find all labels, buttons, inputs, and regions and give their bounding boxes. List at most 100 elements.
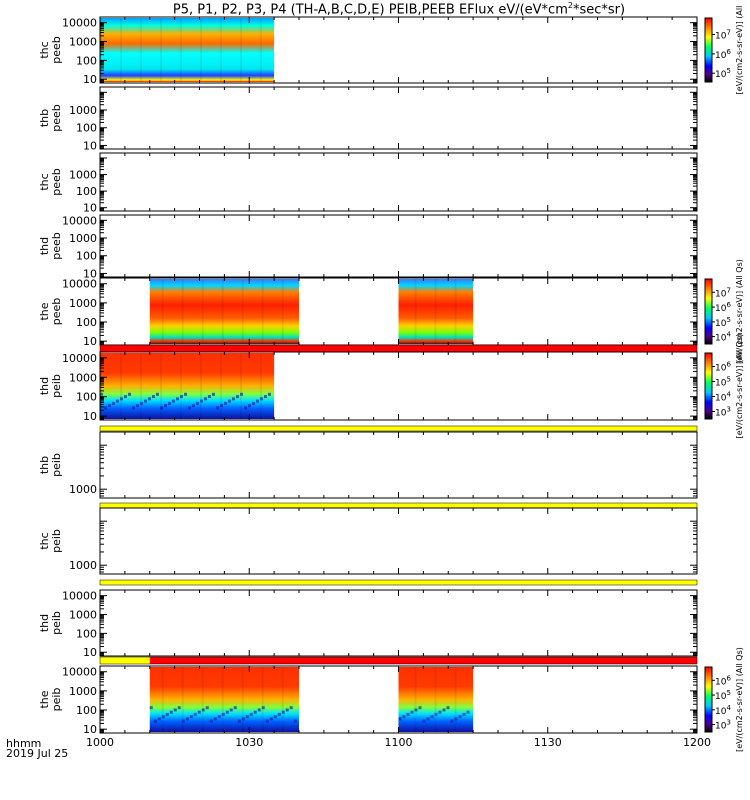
spectrogram-speckle [248, 404, 251, 408]
spectrogram-speckle [260, 397, 263, 401]
spectrogram-speckle [273, 715, 277, 719]
spectrogram-speckle [156, 392, 159, 396]
spectrogram-texture [281, 667, 284, 732]
y-tick-label: 1000 [69, 609, 97, 622]
colorbar-title: [eV/(cm2-s-sr-eV)] (All [735, 6, 744, 95]
spectrogram-texture [200, 353, 202, 419]
spectrogram-texture [414, 279, 417, 344]
spectrogram-texture [100, 353, 102, 419]
spectrogram-speckle [257, 708, 261, 712]
spectrogram-speckle [398, 717, 402, 721]
spectrogram-speckle [169, 710, 173, 714]
spectrogram-texture [120, 18, 122, 82]
spectrogram-speckle [192, 404, 195, 408]
panel-frame [99, 507, 698, 575]
x-tick-label: 1030 [235, 736, 263, 749]
spectrogram-speckle [200, 399, 203, 403]
spectrogram-speckle [116, 399, 119, 403]
spectrogram-texture [201, 279, 204, 344]
y-tick-label: 1000 [69, 104, 97, 117]
panel-frame [99, 86, 698, 150]
spectrogram-speckle [144, 399, 147, 403]
colorbar-label: 105 [715, 316, 731, 329]
spectrogram-speckle [165, 712, 169, 716]
status-bar-frame [99, 656, 698, 665]
spectrogram-block [398, 279, 474, 344]
spectrogram-speckle [438, 710, 442, 714]
y-tick-label: 10000 [62, 666, 97, 679]
spectrogram-speckle [426, 717, 430, 721]
spectrogram-speckle [454, 717, 458, 721]
spectrogram-block [100, 18, 275, 82]
spectrogram-speckle [177, 706, 181, 710]
y-tick-label: 1000 [69, 371, 97, 384]
spectrogram-texture [160, 18, 162, 82]
time-format-label: hhmm [6, 737, 42, 750]
spectrogram-speckle [208, 395, 211, 399]
spectrogram-texture [120, 353, 122, 419]
panel-ylabel: thc [38, 41, 51, 58]
spectrogram-speckle [181, 719, 185, 723]
colorbar [704, 666, 713, 733]
spectrogram-speckle [410, 710, 414, 714]
spectrogram-block [398, 667, 474, 732]
spectrogram-speckle [164, 404, 167, 408]
y-tick-label: 10 [83, 202, 97, 215]
panel-frame [99, 431, 698, 499]
spectrogram-texture [220, 353, 222, 419]
spectrogram-texture [160, 353, 162, 419]
y-tick-label: 100 [76, 122, 97, 135]
colorbar-label: 106 [715, 48, 731, 61]
colorbar [704, 17, 713, 83]
spectrogram-speckle [406, 712, 410, 716]
spectrogram-speckle [261, 706, 265, 710]
spectrogram-texture [454, 279, 457, 344]
spectrogram-texture [454, 667, 457, 732]
y-tick-label: 1000 [69, 232, 97, 245]
spectrogram-speckle [402, 715, 406, 719]
spectrogram-speckle [252, 401, 255, 405]
spectrogram-texture [260, 353, 262, 419]
spectrogram-speckle [209, 719, 213, 723]
spectrogram-speckle [185, 717, 189, 721]
panel-ylabel: peeb [50, 104, 63, 132]
x-tick-label: 1100 [385, 736, 413, 749]
spectrogram-block [100, 353, 275, 419]
spectrogram-speckle [450, 719, 454, 723]
spectrogram-speckle [120, 397, 123, 401]
panel-ylabel: the [38, 690, 51, 708]
spectrogram-texture [181, 667, 184, 732]
spectrogram-speckle [172, 399, 175, 403]
y-tick-label: 100 [76, 316, 97, 329]
y-tick-label: 1000 [69, 483, 97, 496]
spectrogram-texture [241, 279, 244, 344]
y-tick-label: 1000 [69, 685, 97, 698]
y-tick-label: 10000 [62, 352, 97, 365]
spectrogram-speckle [220, 404, 223, 408]
status-bar [100, 426, 697, 431]
colorbar-label: 106 [715, 674, 731, 687]
status-bar [100, 657, 150, 664]
x-tick-label: 1000 [86, 736, 114, 749]
spectrogram-speckle [228, 399, 231, 403]
spectrogram-speckle [205, 706, 209, 710]
spectrogram-speckle [224, 401, 227, 405]
spectrogram-speckle [140, 401, 143, 405]
spectrogram-speckle [268, 392, 271, 396]
spectrogram-speckle [112, 401, 115, 405]
y-tick-label: 10000 [62, 214, 97, 227]
panel-frame [99, 214, 698, 278]
spectrogram-speckle [168, 401, 171, 405]
status-bar [100, 345, 697, 352]
y-tick-label: 100 [76, 627, 97, 640]
panel-ylabel: peib [50, 529, 63, 553]
spectrogram-texture [220, 18, 222, 82]
spectrogram-speckle [414, 708, 418, 712]
colorbar-label: 107 [715, 286, 731, 299]
y-tick-label: 10 [83, 267, 97, 280]
spectrogram-speckle [462, 712, 466, 716]
spectrogram-speckle [149, 706, 153, 710]
spectrogram-texture [241, 667, 244, 732]
spectrogram-speckle [285, 708, 289, 712]
